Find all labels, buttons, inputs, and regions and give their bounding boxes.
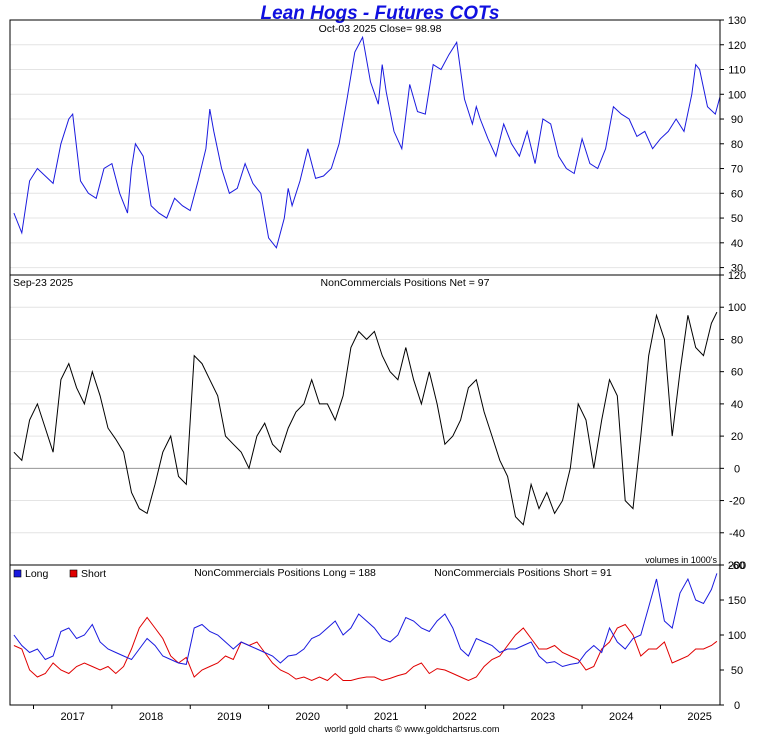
- price-y-tick-label: 90: [731, 114, 743, 126]
- x-tick-label: 2024: [609, 711, 633, 723]
- net-y-tick-label: 120: [728, 270, 746, 282]
- net-y-tick-label: 100: [728, 302, 746, 314]
- legend-short-swatch: [69, 569, 78, 578]
- net-panel: -60 -40 -20 0 20 40 60 80 100 120 Sep-23 2025 Non…: [9, 270, 746, 572]
- net-date-label: Sep-23 2025: [13, 277, 73, 289]
- price-y-tick-label: 40: [731, 238, 743, 250]
- net-y-tick-label: -60: [729, 560, 745, 572]
- legend-long-label: Long: [25, 568, 49, 580]
- positions-y-tick-label: 0: [734, 700, 740, 712]
- net-y-tick-label: 20: [731, 431, 743, 443]
- price-y-tick-label: 100: [728, 89, 746, 101]
- footer-credit: world gold charts © www.goldchartsrus.co…: [324, 724, 500, 734]
- x-tick-label: 2020: [296, 711, 320, 723]
- positions-y-tick-label: 150: [728, 595, 746, 607]
- positions-y-axis: 0 50 100 150 200: [720, 560, 746, 712]
- net-frame: [9, 274, 721, 566]
- net-y-tick-label: -40: [729, 528, 745, 540]
- price-panel: 30 40 50 60 70 80 90 100 110 120 130: [9, 15, 746, 276]
- price-y-tick-label: 30: [731, 263, 743, 275]
- price-y-tick-label: 70: [731, 164, 743, 176]
- x-tick-label: 2017: [60, 711, 84, 723]
- legend-long-swatch: [13, 569, 22, 578]
- long-title: NonCommercials Positions Long = 188: [194, 567, 376, 579]
- x-tick-label: 2023: [531, 711, 555, 723]
- price-y-tick-label: 60: [731, 188, 743, 200]
- positions-y-tick-label: 50: [731, 665, 743, 677]
- net-line: [13, 311, 718, 526]
- net-y-axis: -60 -40 -20 0 20 40 60 80 100 120: [720, 270, 746, 572]
- net-y-tick-label: 80: [731, 334, 743, 346]
- net-grid: [10, 306, 720, 534]
- chart-title: Lean Hogs - Futures COTs: [261, 3, 500, 24]
- price-grid: [10, 44, 720, 269]
- price-y-tick-label: 110: [728, 65, 746, 77]
- price-y-tick-label: 120: [728, 40, 746, 52]
- x-axis: 2017 2018 2019 2020 2021 2022 2023 2024 2025: [33, 705, 712, 723]
- positions-frame: [9, 564, 721, 706]
- net-y-tick-label: -20: [729, 496, 745, 508]
- price-frame: [9, 19, 721, 276]
- net-y-tick-label: 60: [731, 367, 743, 379]
- price-y-tick-label: 80: [731, 139, 743, 151]
- close-caption: Oct-03 2025 Close= 98.98: [319, 23, 442, 35]
- net-title: NonCommercials Positions Net = 97: [321, 277, 490, 289]
- volumes-note: volumes in 1000's: [645, 555, 717, 565]
- short-title: NonCommercials Positions Short = 91: [434, 567, 612, 579]
- price-y-tick-label: 130: [728, 15, 746, 27]
- long-series-line: [13, 573, 718, 668]
- x-tick-label: 2019: [217, 711, 241, 723]
- positions-y-tick-label: 100: [728, 630, 746, 642]
- price-y-tick-label: 50: [731, 213, 743, 225]
- positions-y-tick-label: 200: [728, 560, 746, 572]
- net-y-tick-label: 0: [734, 463, 740, 475]
- x-tick-label: 2018: [139, 711, 163, 723]
- x-tick-label: 2025: [687, 711, 711, 723]
- net-y-tick-label: 40: [731, 399, 743, 411]
- x-tick-label: 2022: [452, 711, 476, 723]
- price-y-axis: 30 40 50 60 70 80 90 100 110 120 130: [720, 15, 746, 275]
- positions-panel: 0 50 100 150 200 Long Short NonCommercials P…: [9, 560, 746, 723]
- x-tick-label: 2021: [374, 711, 398, 723]
- legend-short-label: Short: [81, 568, 106, 580]
- short-series-line: [13, 616, 718, 682]
- price-line: [13, 35, 721, 249]
